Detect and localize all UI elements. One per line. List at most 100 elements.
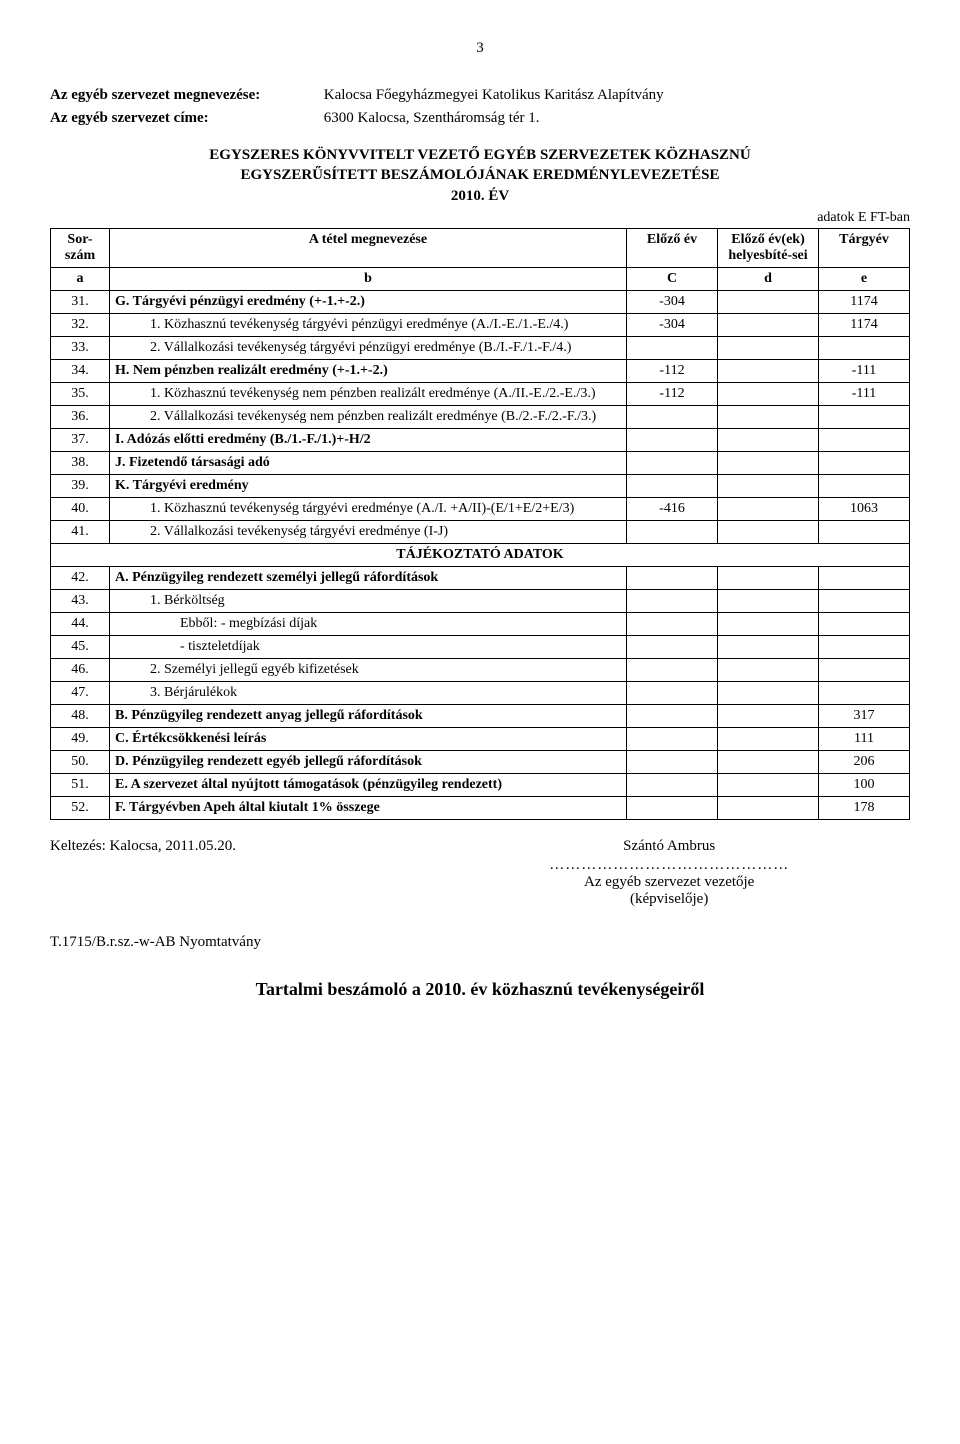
cell-a: 50. <box>51 750 110 773</box>
table-row: 52.F. Tárgyévben Apeh által kiutalt 1% ö… <box>51 796 910 819</box>
cell-e <box>819 405 910 428</box>
cell-c <box>627 635 718 658</box>
cell-a: 32. <box>51 313 110 336</box>
cell-d <box>718 727 819 750</box>
sub-c: C <box>627 267 718 290</box>
cell-a: 33. <box>51 336 110 359</box>
cell-b: 3. Bérjárulékok <box>110 681 627 704</box>
cell-d <box>718 704 819 727</box>
cell-b: H. Nem pénzben realizált eredmény (+-1.+… <box>110 359 627 382</box>
th-e: Tárgyév <box>819 228 910 267</box>
cell-e <box>819 336 910 359</box>
cell-d <box>718 566 819 589</box>
cell-c <box>627 428 718 451</box>
cell-c <box>627 704 718 727</box>
cell-d <box>718 359 819 382</box>
cell-a: 48. <box>51 704 110 727</box>
cell-b: 2. Vállalkozási tevékenység tárgyévi pén… <box>110 336 627 359</box>
cell-b: Ebből: - megbízási díjak <box>110 612 627 635</box>
table-row: 32.1. Közhasznú tevékenység tárgyévi pén… <box>51 313 910 336</box>
org-line: Az egyéb szervezet megnevezése: Kalocsa … <box>50 87 910 104</box>
cell-c <box>627 681 718 704</box>
cell-a: 31. <box>51 290 110 313</box>
table-row: TÁJÉKOZTATÓ ADATOK <box>51 543 910 566</box>
signature-dots: ……………………………………… <box>463 857 876 874</box>
cell-d <box>718 796 819 819</box>
cell-d <box>718 520 819 543</box>
addr-label: Az egyéb szervezet címe: <box>50 110 320 127</box>
table-row: 47.3. Bérjárulékok <box>51 681 910 704</box>
cell-a: 40. <box>51 497 110 520</box>
cell-d <box>718 658 819 681</box>
cell-e: 1174 <box>819 290 910 313</box>
table-row: 39.K. Tárgyévi eredmény <box>51 474 910 497</box>
form-code: T.1715/B.r.sz.-w-AB Nyomtatvány <box>50 934 910 951</box>
cell-a: 43. <box>51 589 110 612</box>
cell-d <box>718 313 819 336</box>
table-subhead-row: a b C d e <box>51 267 910 290</box>
addr-line: Az egyéb szervezet címe: 6300 Kalocsa, S… <box>50 110 910 127</box>
cell-e: 100 <box>819 773 910 796</box>
cell-a: 45. <box>51 635 110 658</box>
table-row: 46.2. Személyi jellegű egyéb kifizetések <box>51 658 910 681</box>
table-row: 51.E. A szervezet által nyújtott támogat… <box>51 773 910 796</box>
cell-d <box>718 382 819 405</box>
cell-c: -304 <box>627 313 718 336</box>
cell-b: D. Pénzügyileg rendezett egyéb jellegű r… <box>110 750 627 773</box>
th-a: Sor-szám <box>51 228 110 267</box>
title-line-1: EGYSZERES KÖNYVVITELT VEZETŐ EGYÉB SZERV… <box>209 147 750 163</box>
addr-value: 6300 Kalocsa, Szentháromság tér 1. <box>324 110 540 127</box>
cell-c <box>627 589 718 612</box>
cell-d <box>718 497 819 520</box>
cell-b: K. Tárgyévi eredmény <box>110 474 627 497</box>
cell-b: 2. Vállalkozási tevékenység tárgyévi ere… <box>110 520 627 543</box>
cell-a: 49. <box>51 727 110 750</box>
table-row: 36.2. Vállalkozási tevékenység nem pénzb… <box>51 405 910 428</box>
cell-b: 1. Közhasznú tevékenység tárgyévi eredmé… <box>110 497 627 520</box>
cell-a: 44. <box>51 612 110 635</box>
org-label: Az egyéb szervezet megnevezése: <box>50 87 320 104</box>
cell-d <box>718 451 819 474</box>
cell-e <box>819 658 910 681</box>
table-row: 44.Ebből: - megbízási díjak <box>51 612 910 635</box>
section-cell: TÁJÉKOZTATÓ ADATOK <box>51 543 910 566</box>
cell-b: C. Értékcsökkenési leírás <box>110 727 627 750</box>
cell-b: 1. Közhasznú tevékenység nem pénzben rea… <box>110 382 627 405</box>
table-row: 49.C. Értékcsökkenési leírás111 <box>51 727 910 750</box>
cell-c <box>627 566 718 589</box>
table-row: 37.I. Adózás előtti eredmény (B./1.-F./1… <box>51 428 910 451</box>
cell-a: 51. <box>51 773 110 796</box>
cell-a: 35. <box>51 382 110 405</box>
cell-b: J. Fizetendő társasági adó <box>110 451 627 474</box>
cell-c: -416 <box>627 497 718 520</box>
cell-d <box>718 589 819 612</box>
cell-e: 178 <box>819 796 910 819</box>
cell-c <box>627 612 718 635</box>
cell-b: 2. Vállalkozási tevékenység nem pénzben … <box>110 405 627 428</box>
cell-d <box>718 750 819 773</box>
cell-b: E. A szervezet által nyújtott támogatáso… <box>110 773 627 796</box>
table-row: 45.- tiszteletdíjak <box>51 635 910 658</box>
cell-b: 2. Személyi jellegű egyéb kifizetések <box>110 658 627 681</box>
sub-d: d <box>718 267 819 290</box>
cell-b: B. Pénzügyileg rendezett anyag jellegű r… <box>110 704 627 727</box>
page-number: 3 <box>50 40 910 57</box>
sub-e: e <box>819 267 910 290</box>
table-row: 48.B. Pénzügyileg rendezett anyag jelleg… <box>51 704 910 727</box>
bottom-title: Tartalmi beszámoló a 2010. év közhasznú … <box>50 979 910 1000</box>
table-row: 42.A. Pénzügyileg rendezett személyi jel… <box>51 566 910 589</box>
th-c: Előző év <box>627 228 718 267</box>
cell-c <box>627 336 718 359</box>
cell-d <box>718 612 819 635</box>
cell-c: -112 <box>627 382 718 405</box>
table-row: 31.G. Tárgyévi pénzügyi eredmény (+-1.+-… <box>51 290 910 313</box>
table-row: 43.1. Bérköltség <box>51 589 910 612</box>
cell-b: I. Adózás előtti eredmény (B./1.-F./1.)+… <box>110 428 627 451</box>
table-row: 35.1. Közhasznú tevékenység nem pénzben … <box>51 382 910 405</box>
units-note: adatok E FT-ban <box>50 210 910 226</box>
table-row: 38.J. Fizetendő társasági adó <box>51 451 910 474</box>
org-value: Kalocsa Főegyházmegyei Katolikus Karitás… <box>324 87 664 104</box>
cell-a: 38. <box>51 451 110 474</box>
cell-a: 47. <box>51 681 110 704</box>
cell-a: 34. <box>51 359 110 382</box>
